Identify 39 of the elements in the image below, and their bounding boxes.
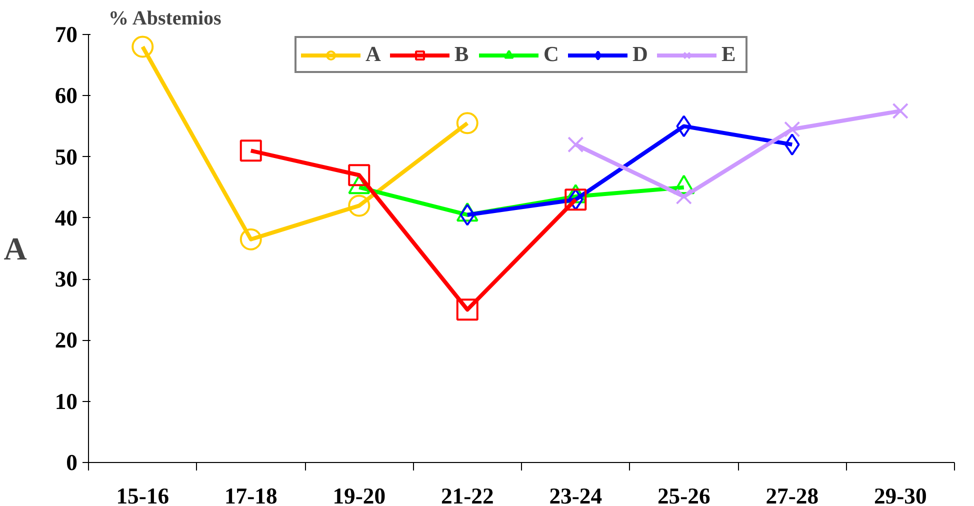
- y-tick-label: 0: [66, 450, 78, 475]
- point: [348, 164, 370, 186]
- point: [240, 140, 262, 162]
- legend-label: C: [544, 42, 560, 67]
- point: [676, 188, 692, 205]
- y-axis-title: % Abstemios: [108, 8, 222, 30]
- text: A: [4, 230, 27, 266]
- legend-label: D: [632, 42, 649, 67]
- y-tick-label: 60: [54, 83, 78, 108]
- y-tick-label: 70: [54, 22, 78, 47]
- y-tick-label: 20: [54, 328, 78, 353]
- point: [568, 136, 584, 153]
- point: [676, 115, 692, 138]
- x-tick-label: 21-22: [440, 484, 494, 506]
- x-tick-label: 15-16: [116, 484, 170, 506]
- legend-label: B: [454, 42, 470, 67]
- x-tick-label: 25-26: [657, 484, 710, 506]
- y-tick-label: 10: [54, 388, 78, 414]
- y-tick-label: 40: [54, 205, 78, 230]
- point: [456, 112, 478, 134]
- x-tick-label: 17-18: [224, 484, 278, 506]
- point: [240, 228, 262, 250]
- y-tick-label: 50: [54, 144, 78, 170]
- x-tick-label: 19-20: [332, 484, 386, 506]
- x-tick-label: 27-28: [766, 484, 819, 506]
- y-tick-label: 30: [54, 266, 78, 292]
- point: [892, 102, 908, 119]
- x-tick-label: 29-30: [874, 484, 927, 506]
- point: [348, 194, 370, 217]
- point: [132, 36, 154, 58]
- point: [456, 298, 478, 321]
- legend-label: A: [366, 42, 382, 67]
- point: [564, 188, 587, 211]
- legend-label: E: [722, 42, 737, 67]
- x-tick-label: 23-24: [549, 484, 602, 506]
- point: [784, 134, 800, 156]
- point: [568, 188, 584, 211]
- point: [460, 204, 476, 226]
- point: [784, 121, 800, 138]
